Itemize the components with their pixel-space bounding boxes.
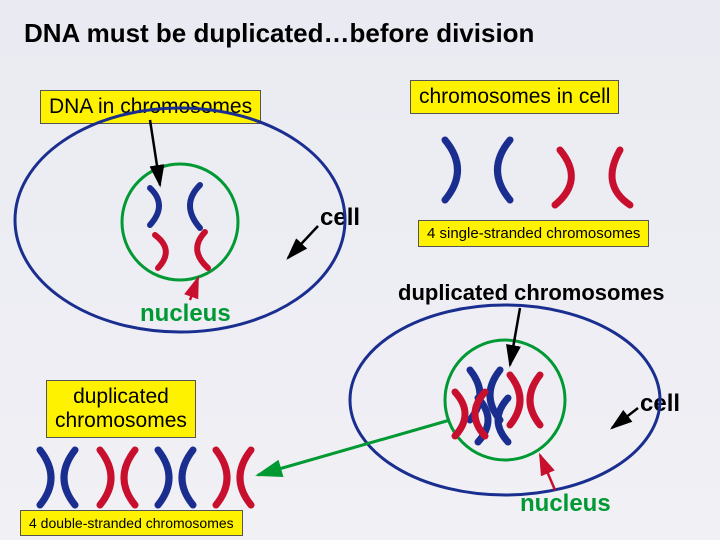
left-chromosomes <box>150 185 208 268</box>
bottomleft-x-chromosomes <box>40 450 251 505</box>
left-cell-ellipse <box>15 108 345 332</box>
arrow-long-to-bottomleft <box>258 420 450 475</box>
arrow-cell-to-ellipse <box>288 226 318 258</box>
arrow-nucleusright-to-circle <box>540 455 555 490</box>
arrow-dna-to-chrom <box>150 120 160 185</box>
arrow-dup-to-rightx <box>510 308 520 365</box>
left-nucleus-circle <box>122 164 238 280</box>
arrow-cellright-to-ellipse <box>612 408 638 428</box>
diagram-svg <box>0 0 720 540</box>
arrow-nucleus-to-circle <box>190 278 198 300</box>
topright-chromosomes <box>445 140 630 205</box>
right-x-chromosomes <box>455 370 540 442</box>
